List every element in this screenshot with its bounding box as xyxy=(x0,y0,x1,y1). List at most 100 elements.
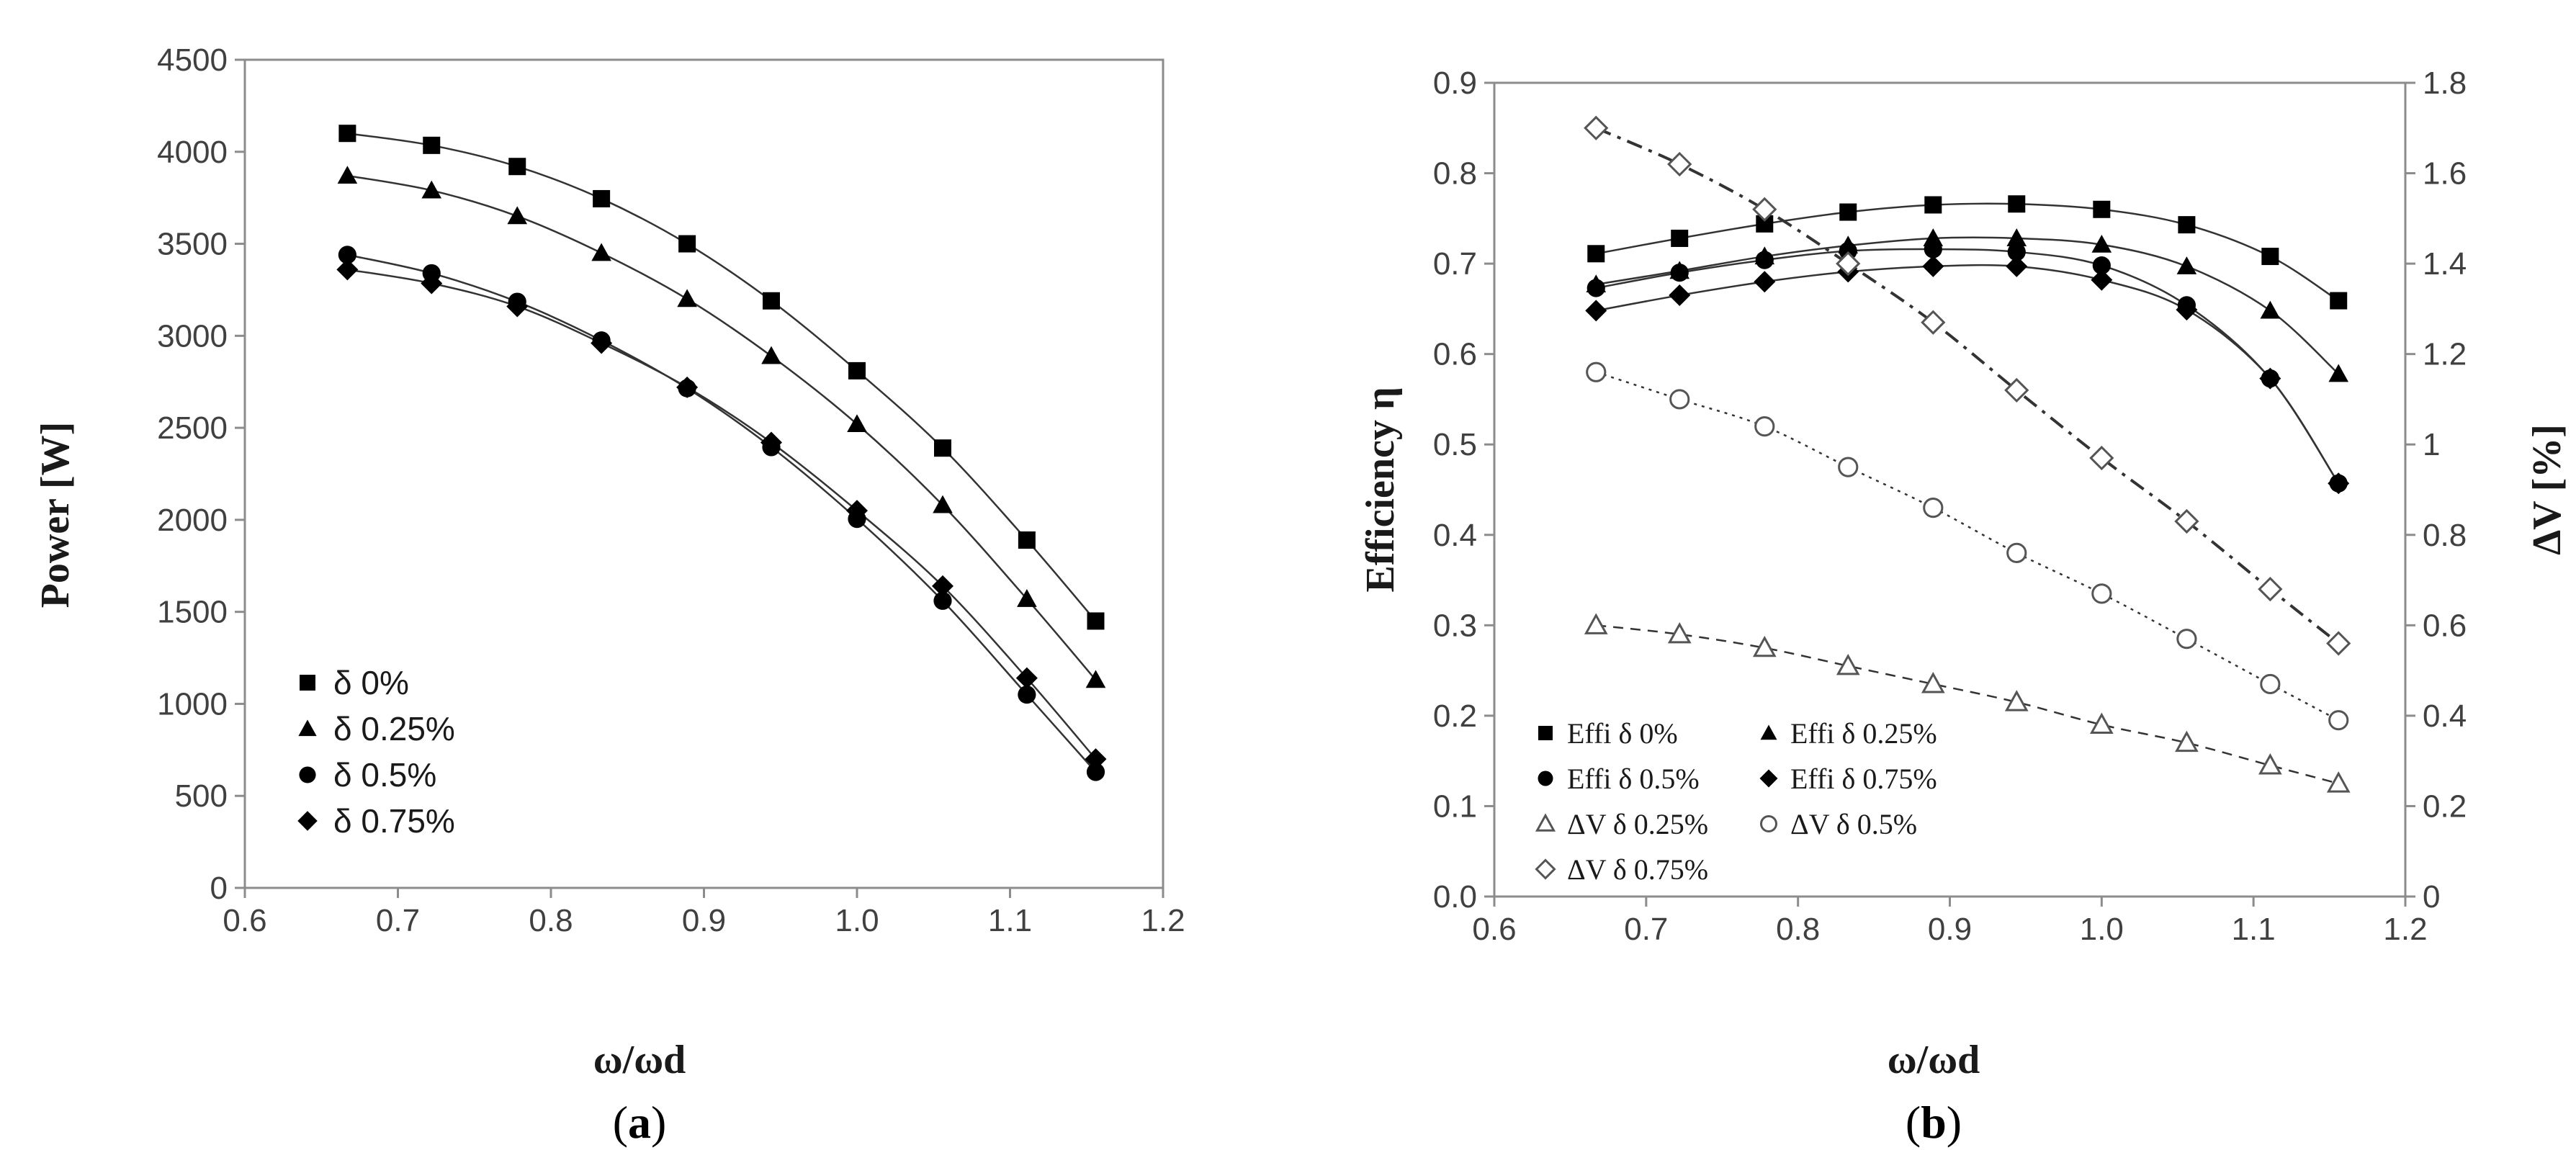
series-line-6 xyxy=(1595,126,2340,645)
data-point-triangle xyxy=(1921,672,1945,693)
data-point-circle xyxy=(1838,457,1859,477)
y-tick-label: 1500 xyxy=(157,595,228,630)
data-point-triangle xyxy=(1836,653,1860,675)
x-tick-label: 0.8 xyxy=(1776,912,1820,947)
data-point-triangle xyxy=(2326,771,2351,793)
data-point-square xyxy=(1671,229,1689,247)
legend-entry: Effi δ 0% xyxy=(1538,717,1678,750)
data-point-circle xyxy=(2092,256,2111,275)
data-point-triangle xyxy=(847,414,867,433)
data-point-triangle xyxy=(1584,613,1608,634)
x-tick-label: 0.7 xyxy=(376,903,420,938)
y-tick-label: 0 xyxy=(210,871,228,906)
chart-a-x-axis-title: ω/ωd xyxy=(593,1038,686,1082)
legend-label: Effi δ 0.25% xyxy=(1790,717,1937,750)
data-point-circle xyxy=(1924,240,1942,259)
series-line-3 xyxy=(1596,264,2340,484)
legend-marker-diamond xyxy=(1535,858,1556,880)
legend-entry: ΔV δ 0.5% xyxy=(1760,808,1917,840)
y-tick-label: 1000 xyxy=(157,686,228,722)
y-tick-label: 4000 xyxy=(157,135,228,170)
legend-label: δ 0.5% xyxy=(333,756,436,794)
data-point-diamond xyxy=(846,500,868,522)
y2-tick-label: 0 xyxy=(2423,879,2440,915)
legend-label: δ 0% xyxy=(333,664,409,701)
chart-b-y2-axis-title: ΔV [%] xyxy=(2525,424,2570,555)
data-point-square xyxy=(423,136,441,154)
data-point-diamond xyxy=(932,575,953,597)
series-line-5 xyxy=(1595,371,2339,722)
y-tick-label: 500 xyxy=(175,778,228,814)
data-point-triangle xyxy=(1085,670,1106,688)
legend-entry: Effi δ 0.5% xyxy=(1538,763,1700,795)
data-point-circle xyxy=(1018,686,1036,704)
data-point-diamond xyxy=(1585,300,1607,322)
x-tick-label: 0.7 xyxy=(1624,912,1668,947)
series-line-0 xyxy=(347,132,1097,622)
legend-entry: ΔV δ 0.75% xyxy=(1535,853,1708,886)
data-point-circle xyxy=(2328,710,2349,731)
legend-entry: Effi δ 0.75% xyxy=(1759,763,1937,795)
data-point-circle xyxy=(1755,251,1774,269)
chart-b-x-axis-title: ω/ωd xyxy=(1888,1038,1980,1082)
data-point-square xyxy=(1839,203,1857,221)
legend-entry: δ 0.75% xyxy=(297,802,455,840)
data-point-circle xyxy=(2091,583,2112,604)
data-point-circle xyxy=(1587,279,1605,297)
legend-entry: δ 0.5% xyxy=(299,756,436,794)
data-point-triangle xyxy=(1752,635,1777,657)
legend-marker-square xyxy=(300,675,315,691)
data-point-triangle xyxy=(1667,622,1692,644)
series-line-0 xyxy=(1596,202,2339,302)
y-tick-label: 0.5 xyxy=(1433,427,1477,462)
x-tick-label: 1.1 xyxy=(2232,912,2276,947)
legend-marker-triangle xyxy=(298,719,317,737)
series-line-2 xyxy=(347,253,1097,773)
data-point-circle xyxy=(2006,542,2027,563)
data-point-diamond xyxy=(1922,255,1944,277)
data-point-diamond xyxy=(1836,251,1861,277)
data-point-triangle xyxy=(591,243,611,261)
y-tick-label: 0.9 xyxy=(1433,66,1477,101)
data-point-diamond xyxy=(1754,271,1776,293)
x-tick-label: 0.9 xyxy=(682,903,726,938)
y2-tick-label: 0.2 xyxy=(2423,789,2467,824)
data-point-circle xyxy=(1670,264,1689,282)
legend-label: ΔV δ 0.25% xyxy=(1567,808,1708,840)
data-point-square xyxy=(508,158,526,176)
data-point-triangle xyxy=(2258,753,2282,775)
data-point-triangle xyxy=(1017,588,1037,607)
y2-tick-label: 1.2 xyxy=(2423,337,2467,372)
series-line-1 xyxy=(1596,236,2340,375)
legend-label: Effi δ 0% xyxy=(1567,717,1678,750)
data-point-triangle xyxy=(2004,690,2029,711)
data-point-square xyxy=(1087,612,1105,630)
y-tick-label: 0.4 xyxy=(1433,518,1477,553)
data-point-circle xyxy=(1086,763,1105,781)
legend-marker-triangle xyxy=(1760,724,1777,740)
series-line-1 xyxy=(347,174,1097,681)
data-point-diamond xyxy=(2176,299,2198,321)
x-tick-label: 0.6 xyxy=(223,903,266,938)
legend-entry: δ 0% xyxy=(300,664,409,701)
data-point-diamond xyxy=(591,332,613,354)
legend-label: Effi δ 0.75% xyxy=(1790,763,1937,795)
y2-tick-label: 0.4 xyxy=(2423,698,2467,734)
data-point-square xyxy=(848,361,866,379)
chart-b: 0.6 0.7 0.8 0.9 1.0 1.1 1.2 0.0 0.1 0.2 0.3 0.4 0.5 0… xyxy=(1358,66,2570,1148)
data-point-square xyxy=(934,439,951,457)
data-point-triangle xyxy=(507,206,528,225)
data-point-diamond xyxy=(1015,667,1038,689)
data-point-square xyxy=(1924,196,1942,214)
legend-marker-diamond xyxy=(297,811,318,831)
data-point-triangle xyxy=(2176,256,2197,274)
data-point-circle xyxy=(2260,673,2281,695)
x-tick-label: 0.6 xyxy=(1472,912,1516,947)
data-point-diamond xyxy=(676,376,699,398)
data-point-triangle xyxy=(337,166,358,184)
data-point-diamond xyxy=(1921,310,1946,335)
data-point-triangle xyxy=(2175,730,2199,753)
data-point-diamond xyxy=(1669,284,1691,307)
x-tick-label: 1.0 xyxy=(835,903,879,938)
